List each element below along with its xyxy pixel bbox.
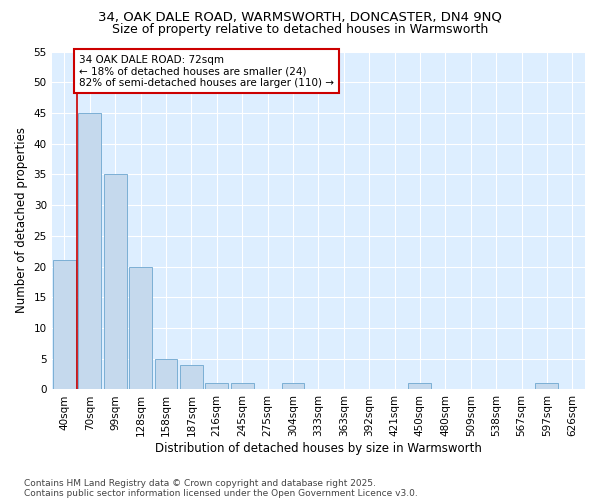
Bar (231, 384, 254, 390)
Text: 34 OAK DALE ROAD: 72sqm
← 18% of detached houses are smaller (24)
82% of semi-de: 34 OAK DALE ROAD: 72sqm ← 18% of detache… (79, 54, 334, 88)
Bar (180, 365, 203, 390)
Bar (129, 266, 152, 390)
Text: 34, OAK DALE ROAD, WARMSWORTH, DONCASTER, DN4 9NQ: 34, OAK DALE ROAD, WARMSWORTH, DONCASTER… (98, 10, 502, 23)
Bar (205, 384, 228, 390)
Text: Contains public sector information licensed under the Open Government Licence v3: Contains public sector information licen… (24, 488, 418, 498)
Bar (53, 260, 76, 390)
Bar (155, 358, 178, 390)
Y-axis label: Number of detached properties: Number of detached properties (15, 128, 28, 314)
Text: Contains HM Land Registry data © Crown copyright and database right 2025.: Contains HM Land Registry data © Crown c… (24, 478, 376, 488)
Bar (535, 384, 559, 390)
Bar (104, 174, 127, 390)
X-axis label: Distribution of detached houses by size in Warmsworth: Distribution of detached houses by size … (155, 442, 482, 455)
Bar (281, 384, 304, 390)
Bar (79, 113, 101, 390)
Bar (409, 384, 431, 390)
Text: Size of property relative to detached houses in Warmsworth: Size of property relative to detached ho… (112, 22, 488, 36)
